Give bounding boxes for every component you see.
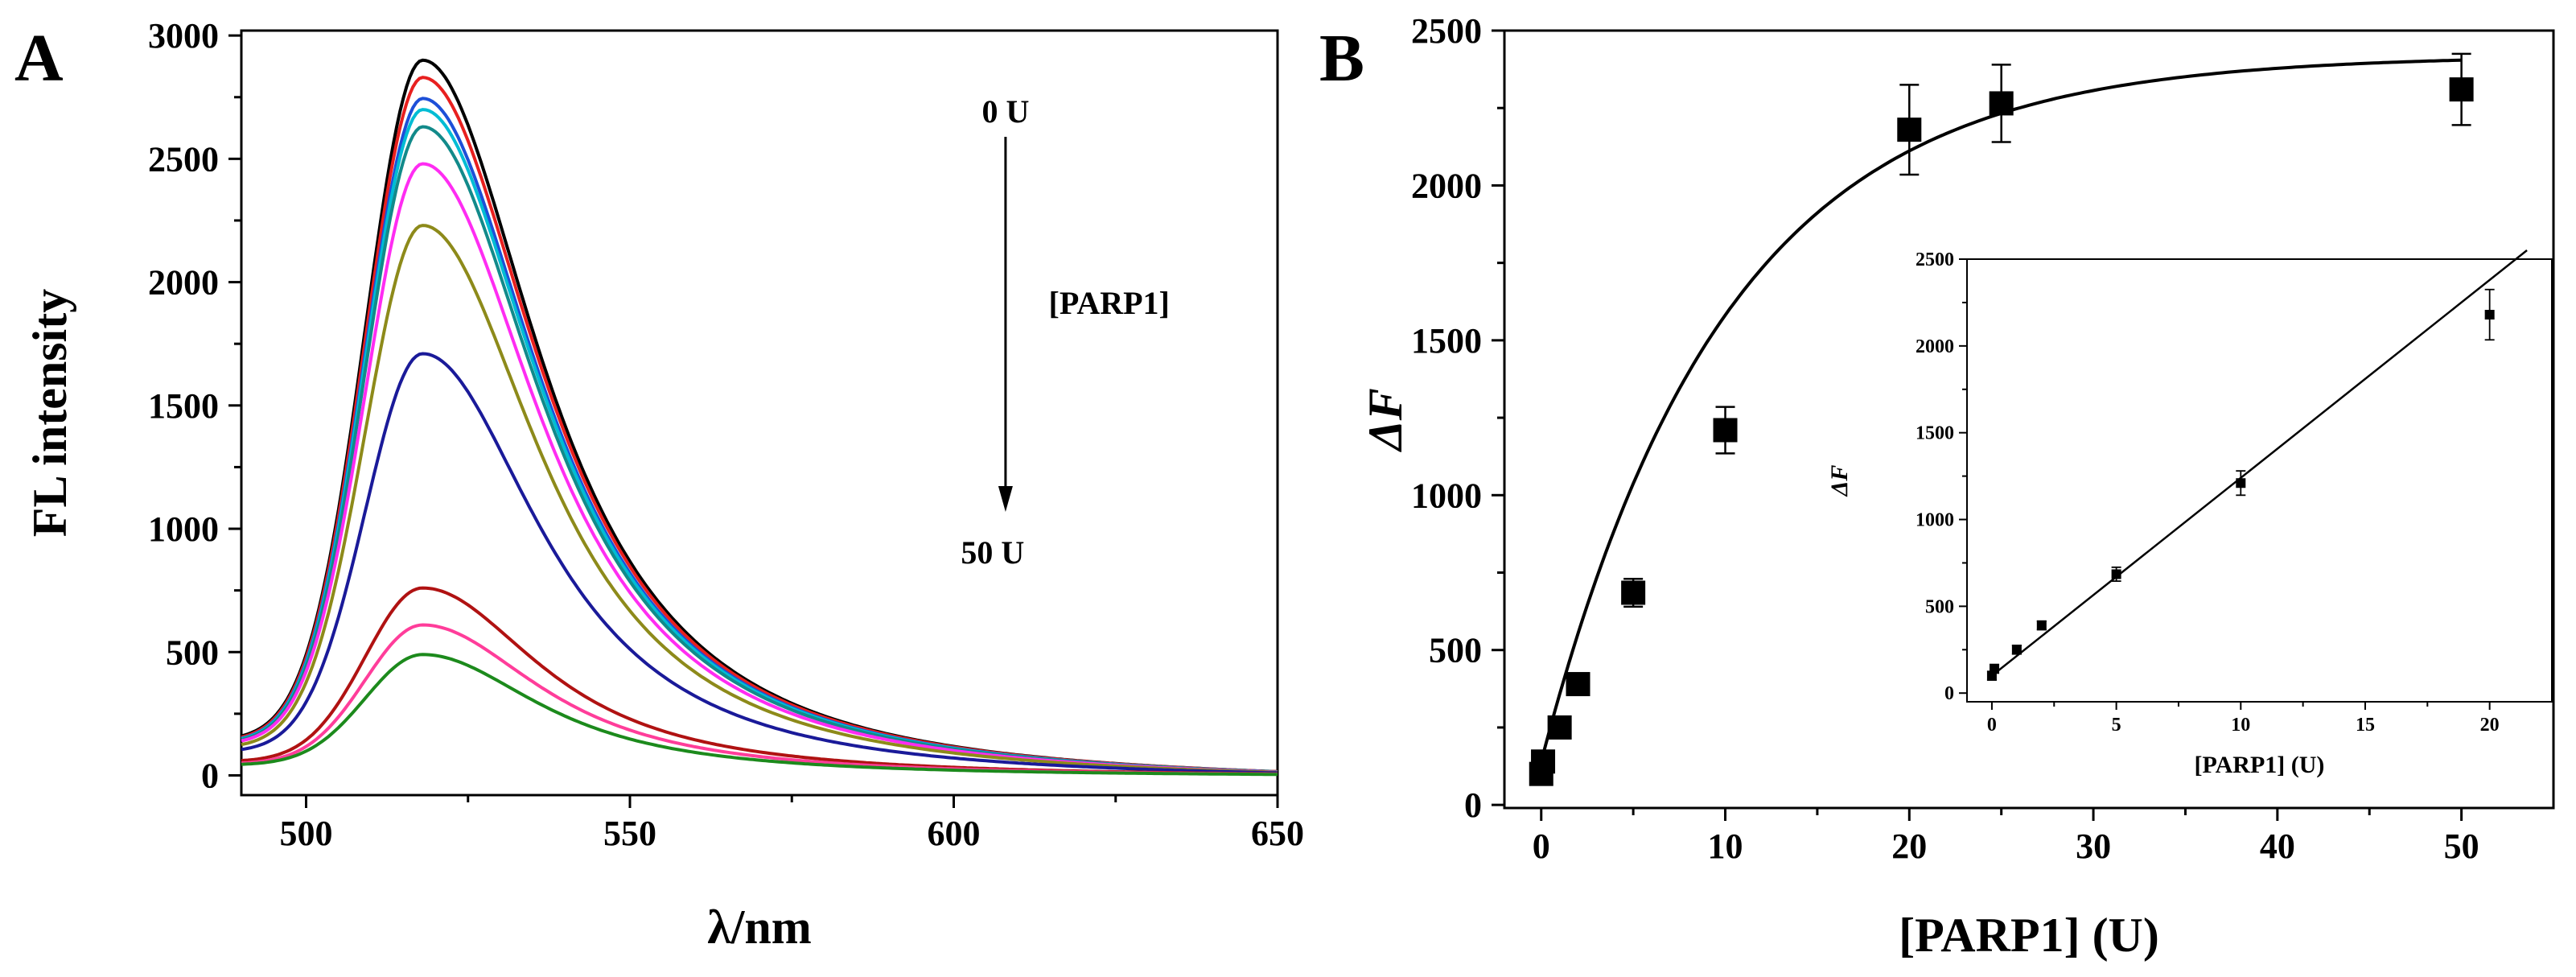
plot-frame-b bbox=[1503, 29, 2555, 810]
y-tick-label-a: 0 bbox=[201, 756, 219, 795]
inset-fit-line bbox=[1991, 249, 2528, 677]
plot-frame-a bbox=[240, 29, 1279, 797]
y-tick-label-b: 1500 bbox=[1411, 321, 1482, 361]
y-tick-label-a: 2500 bbox=[148, 139, 219, 179]
spectrum-line-9 bbox=[241, 586, 1278, 776]
annotation-top: 0 U bbox=[981, 93, 1029, 130]
data-point-b bbox=[1897, 117, 1922, 142]
x-tick-label-a: 600 bbox=[928, 814, 981, 853]
x-axis-title-b: [PARP1] (U) bbox=[1899, 909, 2159, 962]
inset-y-axis-title: ΔF bbox=[1826, 465, 1853, 497]
inset-data-point bbox=[2484, 310, 2495, 320]
inset-x-tick-label: 5 bbox=[2112, 715, 2121, 736]
annotation-arrow-head bbox=[998, 486, 1013, 512]
x-tick-label-b: 0 bbox=[1533, 827, 1550, 866]
y-tick-label-a: 3000 bbox=[148, 16, 219, 56]
inset-y-tick-label: 0 bbox=[1944, 683, 1954, 704]
y-tick-label-b: 1000 bbox=[1411, 476, 1482, 515]
inset-x-axis-title: [PARP1] (U) bbox=[2195, 752, 2325, 778]
x-tick-label-b: 30 bbox=[2076, 827, 2111, 866]
y-tick-label-b: 0 bbox=[1464, 785, 1482, 825]
x-tick-label-a: 650 bbox=[1251, 814, 1304, 853]
inset-data-point bbox=[2111, 569, 2121, 579]
y-tick-label-a: 2000 bbox=[148, 263, 219, 303]
annotation-bottom: 50 U bbox=[961, 534, 1024, 571]
inset-y-tick-label: 500 bbox=[1925, 596, 1954, 617]
data-point-b bbox=[1989, 91, 2014, 116]
x-tick-label-b: 20 bbox=[1891, 827, 1927, 866]
x-tick-label-a: 500 bbox=[280, 814, 333, 853]
inset-data-point bbox=[2236, 478, 2246, 488]
inset-x-tick-label: 15 bbox=[2356, 715, 2375, 736]
y-tick-label-b: 2500 bbox=[1411, 11, 1482, 51]
inset-frame bbox=[1966, 258, 2553, 703]
spectrum-line-11 bbox=[241, 653, 1278, 777]
inset-x-tick-label: 0 bbox=[1987, 715, 1997, 736]
inset-plot: 0 5 10 15 20 0 500 1000 1500 2000 2500 [PARP1] (U) Δ… bbox=[1826, 249, 2553, 778]
spectrum-line-7 bbox=[241, 224, 1278, 774]
inset-y-tick-label: 2500 bbox=[1916, 249, 1954, 270]
spectrum-line-3 bbox=[241, 97, 1278, 774]
data-point-b bbox=[1566, 672, 1590, 697]
x-tick-label-b: 50 bbox=[2444, 827, 2479, 866]
y-tick-label-a: 1000 bbox=[148, 509, 219, 549]
y-tick-label-a: 1500 bbox=[148, 386, 219, 426]
inset-data-point bbox=[1990, 664, 2000, 674]
data-point-b bbox=[2449, 77, 2474, 102]
inset-y-tick-label: 2000 bbox=[1916, 336, 1954, 357]
data-point-b bbox=[1621, 580, 1646, 605]
spectrum-line-6 bbox=[241, 162, 1278, 774]
inset-data-point bbox=[2036, 620, 2047, 631]
inset-x-tick-label: 20 bbox=[2480, 715, 2500, 736]
data-point-b bbox=[1713, 418, 1738, 443]
x-tick-label-a: 550 bbox=[603, 814, 656, 853]
inset-y-tick-label: 1000 bbox=[1916, 510, 1954, 531]
x-tick-label-b: 40 bbox=[2260, 827, 2295, 866]
inset-y-tick-label: 1500 bbox=[1916, 423, 1954, 444]
x-axis-title-a: λ/nm bbox=[707, 901, 812, 954]
y-tick-label-b: 500 bbox=[1429, 631, 1482, 670]
chart-a-fluorescence-spectra: 500 550 600 650 0 500 1000 1500 2000 2500 3000 λ/nm… bbox=[23, 16, 1304, 954]
panel-a-letter: A bbox=[14, 21, 64, 96]
inset-x-tick-label: 10 bbox=[2231, 715, 2250, 736]
y-tick-label-b: 2000 bbox=[1411, 166, 1482, 205]
y-axis-title-a: FL intensity bbox=[23, 289, 76, 537]
y-axis-title-b: ΔF bbox=[1359, 388, 1412, 452]
spectrum-line-8 bbox=[241, 352, 1278, 775]
panel-b-letter: B bbox=[1319, 21, 1364, 96]
data-point-b bbox=[1531, 749, 1556, 774]
y-tick-label-a: 500 bbox=[166, 633, 219, 672]
inset-data-point bbox=[2011, 645, 2022, 655]
x-tick-label-b: 10 bbox=[1708, 827, 1743, 866]
data-point-b bbox=[1547, 715, 1572, 740]
spectrum-line-4 bbox=[241, 108, 1278, 774]
annotation-middle: [PARP1] bbox=[1049, 285, 1170, 321]
